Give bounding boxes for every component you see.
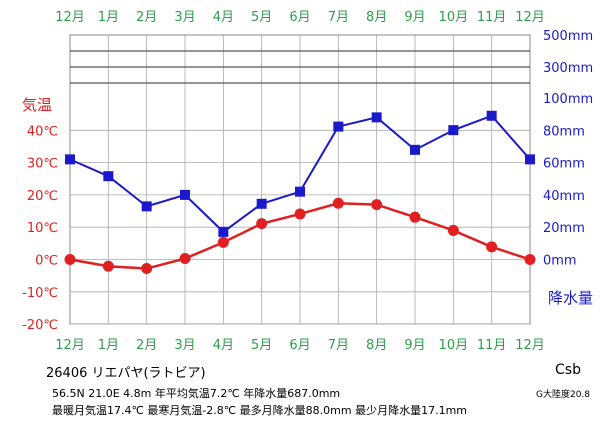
temperature-point [64,254,76,265]
precipitation-point [410,144,420,155]
temperature-tick-label: -10℃ [22,286,58,301]
temperature-axis-title: 気温 [22,96,52,114]
precipitation-point [256,198,267,209]
continentality-label: G大陸度20.8 [536,390,591,400]
bottom-month-label: 11月 [477,338,507,353]
station-name: 26406 リエパヤ(ラトビア) [46,366,206,381]
bottom-month-label: 12月 [515,338,545,353]
precipitation-tick-label: 20mm [543,221,585,236]
top-month-label: 6月 [289,10,310,25]
top-month-label: 3月 [174,10,195,25]
top-month-label: 4月 [213,10,234,25]
precipitation-point [295,186,305,197]
precipitation-axis-title: 降水量 [548,289,593,307]
temperature-tick-label: 40℃ [27,124,58,139]
precipitation-point [180,189,190,200]
temperature-tick-label: -20℃ [22,318,58,333]
temperature-point [447,224,459,236]
top-month-label: 7月 [328,10,349,25]
bottom-month-label: 4月 [213,338,234,353]
temperature-point [217,236,229,248]
bottom-month-label: 2月 [136,338,157,353]
top-month-label: 1月 [98,10,119,25]
top-month-label: 9月 [404,10,425,25]
top-month-label: 5月 [251,10,272,25]
top-month-label: 12月 [515,10,545,25]
top-month-label: 2月 [136,10,157,25]
temperature-point [256,218,268,230]
top-month-label: 12月 [55,10,85,25]
climate-classification: Csb [555,362,581,378]
temperature-point [524,254,536,265]
temperature-point [371,199,383,211]
precipitation-point [371,112,382,123]
temperature-tick-label: 10℃ [27,221,58,236]
precipitation-tick-label: 100mm [543,92,593,107]
temperature-point [294,208,306,220]
precipitation-point [486,110,497,121]
bottom-month-label: 9月 [404,338,425,353]
precipitation-tick-label: 500mm [543,29,593,44]
temperature-tick-label: 30℃ [27,157,58,172]
top-month-label: 11月 [477,10,507,25]
bottom-month-label: 1月 [98,338,119,353]
station-info-line-2: 最暖月気温17.4℃ 最寒月気温-2.8℃ 最多月降水量88.0mm 最少月降水… [52,404,467,417]
temperature-point [486,241,498,253]
bottom-month-label: 8月 [366,338,387,353]
temperature-tick-label: 20℃ [27,189,58,204]
temperature-tick-label: 0℃ [35,254,58,269]
precipitation-tick-label: 300mm [543,61,593,76]
bottom-month-label: 6月 [289,338,310,353]
precipitation-tick-label: 40mm [543,189,585,204]
bottom-month-label: 12月 [55,338,85,353]
bottom-month-label: 10月 [439,338,469,353]
precipitation-point [141,201,152,212]
precipitation-point [65,154,75,165]
precipitation-point [218,226,229,237]
temperature-tick-labels: 40℃ 30℃ 20℃ 10℃ 0℃ -10℃ -20℃ [22,124,58,333]
temperature-point [332,197,344,209]
temperature-point [141,263,153,275]
bottom-month-label: 3月 [174,338,195,353]
precipitation-point [333,121,344,132]
precipitation-point [103,171,114,182]
top-month-label: 8月 [366,10,387,25]
grid-layer [69,34,531,325]
temperature-point [102,260,114,272]
precipitation-point [525,154,535,165]
bottom-month-labels: 12月 1月 2月 3月 4月 5月 6月 7月 8月 9月 10月 11月 12月 [55,338,545,353]
top-month-label: 10月 [439,10,469,25]
series-layer [64,110,536,275]
bottom-month-label: 7月 [328,338,349,353]
station-info-line-1: 56.5N 21.0E 4.8m 年平均気温7.2℃ 年降水量687.0mm [52,387,341,400]
temperature-point [409,211,421,223]
precipitation-tick-labels: 100mm 80mm 60mm 40mm 20mm 0mm 500mm 300mm [543,29,593,269]
bottom-month-label: 5月 [251,338,272,353]
precipitation-point [448,125,459,136]
top-month-labels: 12月 1月 2月 3月 4月 5月 6月 7月 8月 9月 10月 11月 12月 [55,10,545,25]
precipitation-tick-label: 60mm [543,157,585,172]
precipitation-tick-label: 80mm [543,124,585,139]
precipitation-tick-label: 0mm [543,254,577,269]
temperature-point [179,253,191,265]
